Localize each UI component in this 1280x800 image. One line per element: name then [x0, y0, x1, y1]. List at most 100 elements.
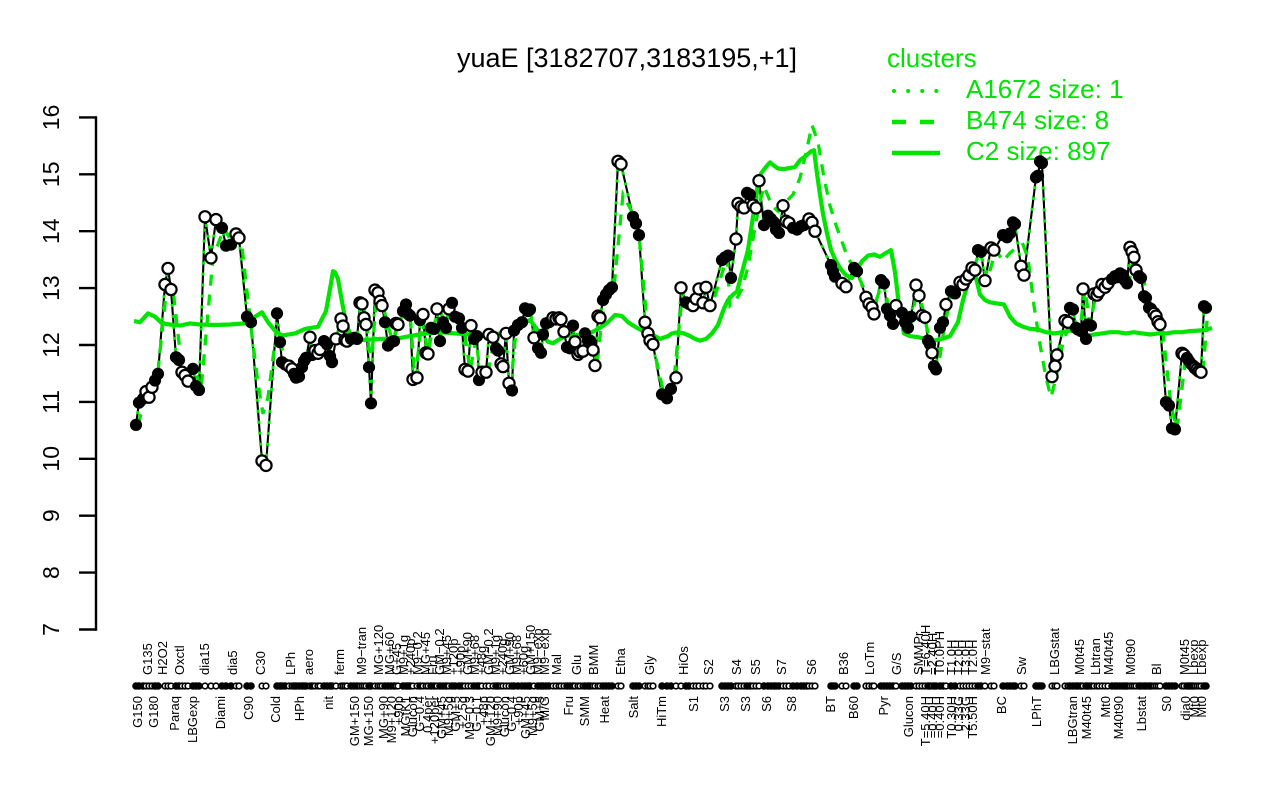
svg-text:Glucon: Glucon — [901, 696, 916, 737]
svg-text:M9+5g: M9+5g — [525, 696, 540, 736]
svg-text:M0t45: M0t45 — [1177, 639, 1192, 675]
svg-text:dia5: dia5 — [225, 650, 240, 675]
svg-text:MGtK1: MGtK1 — [398, 696, 413, 736]
svg-text:M9−exp: M9−exp — [537, 628, 552, 675]
svg-text:Lbexp: Lbexp — [1186, 640, 1201, 675]
svg-text:+120per: +120per — [427, 695, 442, 744]
svg-text:T3.0H: T3.0H — [958, 640, 973, 675]
svg-text:HiTm: HiTm — [654, 696, 669, 727]
svg-text:GM+45: GM+45 — [434, 696, 449, 739]
svg-text:GM+90: GM+90 — [460, 632, 475, 675]
svg-text:G−0.1: G−0.1 — [469, 696, 484, 732]
svg-text:+2.5g: +2.5g — [455, 696, 470, 729]
svg-text:LPh: LPh — [283, 652, 298, 675]
svg-text:T2.0H: T2.0H — [951, 640, 966, 675]
svg-text:M40t90: M40t90 — [1111, 696, 1126, 739]
svg-text:Glu: Glu — [569, 655, 584, 675]
svg-text:G−0.4: G−0.4 — [412, 696, 427, 732]
svg-text:C90: C90 — [241, 696, 256, 720]
svg-text:Glucon: Glucon — [497, 696, 512, 737]
svg-text:BC: BC — [994, 696, 1009, 714]
svg-text:T1.0H: T1.0H — [944, 640, 959, 675]
svg-text:9: 9 — [38, 509, 64, 522]
svg-text:BMM: BMM — [586, 645, 601, 675]
svg-text:G+45: G+45 — [389, 643, 404, 675]
svg-text:M/G: M/G — [537, 696, 552, 721]
svg-text:dia0: dia0 — [1178, 696, 1193, 721]
svg-text:LoTm: LoTm — [862, 642, 877, 675]
svg-text:M9−0.2: M9−0.2 — [410, 631, 425, 675]
svg-text:+60g: +60g — [516, 646, 531, 675]
svg-text:Mt0: Mt0 — [1194, 696, 1209, 718]
svg-text:M9+45: M9+45 — [439, 635, 454, 675]
svg-text:GM+90: GM+90 — [502, 632, 517, 675]
svg-text:S5: S5 — [748, 659, 763, 675]
svg-text:Paraq: Paraq — [167, 696, 182, 731]
svg-text:=0.40H: =0.40H — [932, 696, 947, 738]
svg-text:M9+1g: M9+1g — [488, 635, 503, 675]
svg-text:S1: S1 — [686, 696, 701, 712]
svg-text:0.33G: 0.33G — [951, 696, 966, 731]
svg-text:LBGexp: LBGexp — [185, 696, 200, 743]
svg-text:8: 8 — [38, 566, 64, 579]
svg-text:S0: S0 — [1159, 696, 1174, 712]
svg-text:Glucon: Glucon — [405, 696, 420, 737]
svg-text:GM+150: GM+150 — [523, 625, 538, 675]
svg-text:+240p: +240p — [403, 638, 418, 675]
svg-text:LBGtran: LBGtran — [1065, 696, 1080, 744]
svg-text:11: 11 — [38, 390, 64, 414]
svg-text:G150: G150 — [130, 696, 145, 728]
svg-text:LPhT: LPhT — [1029, 696, 1044, 727]
svg-text:B60: B60 — [846, 696, 861, 719]
svg-text:Mt0: Mt0 — [1187, 696, 1202, 718]
svg-text:A1672 size: 1: A1672 size: 1 — [966, 74, 1124, 104]
svg-text:+90p: +90p — [511, 696, 526, 725]
svg-text:M9+120: M9+120 — [384, 696, 399, 743]
svg-text:SMM: SMM — [577, 696, 592, 726]
svg-text:aero: aero — [301, 649, 316, 675]
svg-text:S7: S7 — [774, 659, 789, 675]
svg-text:15: 15 — [38, 162, 64, 188]
svg-text:0.4per: 0.4per — [420, 695, 435, 733]
svg-text:10: 10 — [38, 446, 64, 472]
svg-text:T5.50H: T5.50H — [965, 696, 980, 739]
svg-text:=2.40H: =2.40H — [925, 633, 940, 675]
svg-text:Oxctl: Oxctl — [172, 645, 187, 675]
svg-text:MG+60: MG+60 — [382, 632, 397, 675]
svg-text:M40t45: M40t45 — [1079, 696, 1094, 739]
svg-text:16: 16 — [38, 105, 64, 131]
svg-text:G−0.4: G−0.4 — [504, 696, 519, 732]
svg-text:G180: G180 — [146, 696, 161, 728]
svg-text:T0.0PH: T0.0PH — [932, 631, 947, 675]
svg-text:Bl: Bl — [1149, 663, 1164, 675]
svg-text:Mt0: Mt0 — [1098, 696, 1113, 718]
svg-text:+48p: +48p — [476, 696, 491, 725]
svg-text:Diami: Diami — [213, 696, 228, 729]
svg-text:=0.40H: =0.40H — [925, 696, 940, 738]
svg-text:BT: BT — [823, 696, 838, 713]
svg-text:M9+68: M9+68 — [467, 635, 482, 675]
svg-text:M9−tran: M9−tran — [354, 627, 369, 675]
svg-text:T2.0H: T2.0H — [965, 640, 980, 675]
svg-text:14: 14 — [38, 218, 64, 244]
svg-text:Lbstat: Lbstat — [1134, 696, 1149, 732]
svg-text:T=6.40H: T=6.40H — [918, 625, 933, 675]
svg-text:GM+120: GM+120 — [483, 696, 498, 746]
svg-text:GM−0.2: GM−0.2 — [432, 628, 447, 675]
svg-text:Lbtran: Lbtran — [1088, 638, 1103, 675]
svg-text:SMMPr: SMMPr — [911, 631, 926, 675]
svg-text:Heat: Heat — [597, 696, 612, 724]
svg-text:MG+45: MG+45 — [418, 632, 433, 675]
svg-text:Sw: Sw — [1014, 656, 1029, 675]
svg-text:M40t45: M40t45 — [1101, 632, 1116, 675]
svg-text:S3: S3 — [717, 696, 732, 712]
svg-text:2.33G: 2.33G — [958, 696, 973, 731]
svg-text:Pyr: Pyr — [876, 695, 891, 715]
svg-text:G135: G135 — [140, 643, 155, 675]
svg-text:C30: C30 — [253, 651, 268, 675]
svg-text:GM−0.2: GM−0.2 — [481, 628, 496, 675]
svg-text:Mal: Mal — [549, 654, 564, 675]
svg-text:12: 12 — [38, 332, 64, 358]
svg-text:13: 13 — [38, 275, 64, 301]
svg-text:M9+68: M9+68 — [509, 635, 524, 675]
